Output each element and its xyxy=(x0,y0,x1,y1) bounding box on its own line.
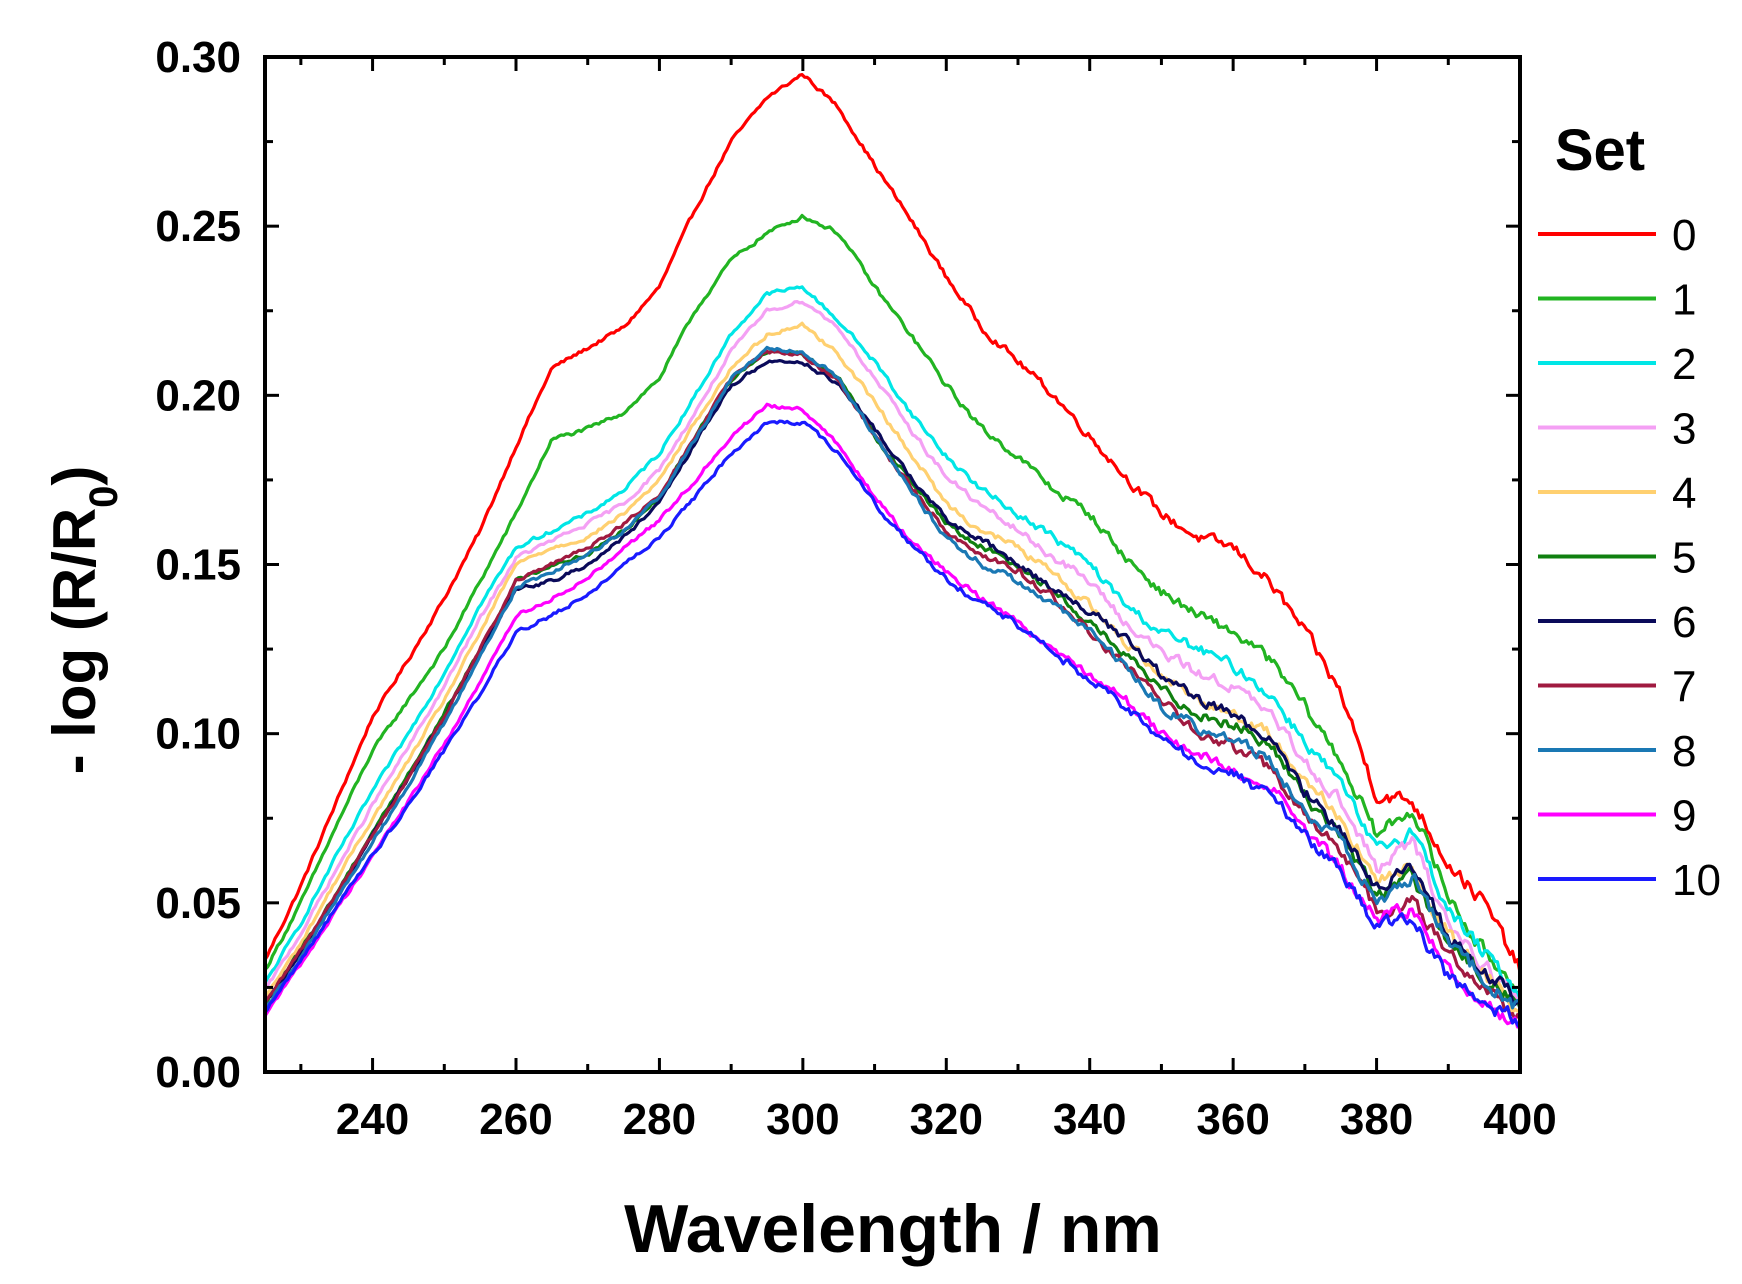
series-line-10 xyxy=(263,419,1522,1029)
x-tick-label: 320 xyxy=(910,1095,983,1144)
y-tick-label: 0.00 xyxy=(155,1048,241,1097)
series-line-3 xyxy=(263,300,1522,1003)
x-tick-label: 280 xyxy=(623,1095,696,1144)
legend-label-4: 4 xyxy=(1672,469,1696,518)
y-tick-label: 0.05 xyxy=(155,879,241,928)
plot-frame xyxy=(263,55,1522,1074)
axes-layer: 240 260 280 300 320 340 360 380 400 0.00 0.05 0.10 0… xyxy=(155,33,1556,1144)
y-tick-label: 0.25 xyxy=(155,202,241,251)
legend: Set 0 1 2 3 4 5 6 7 8 9 10 xyxy=(1538,118,1721,905)
legend-label-7: 7 xyxy=(1672,663,1696,712)
x-tick-label: 260 xyxy=(479,1095,552,1144)
series-line-1 xyxy=(263,213,1522,997)
y-tick-label: 0.10 xyxy=(155,710,241,759)
legend-label-8: 8 xyxy=(1672,727,1696,776)
legend-label-3: 3 xyxy=(1672,405,1696,454)
y-tick-label: 0.30 xyxy=(155,33,241,82)
series-line-5 xyxy=(263,348,1522,1009)
x-tick-label: 360 xyxy=(1196,1095,1269,1144)
legend-title: Set xyxy=(1555,118,1645,183)
x-tick-label: 400 xyxy=(1483,1095,1556,1144)
legend-label-0: 0 xyxy=(1672,211,1696,260)
legend-label-1: 1 xyxy=(1672,276,1696,325)
legend-label-6: 6 xyxy=(1672,598,1696,647)
series-line-0 xyxy=(263,72,1522,973)
x-axis-title: Wavelength / nm xyxy=(624,1191,1162,1267)
y-axis-title-close: ) xyxy=(41,466,108,486)
y-tick-label: 0.15 xyxy=(155,541,241,590)
x-tick-label: 380 xyxy=(1340,1095,1413,1144)
x-tick-label: 340 xyxy=(1053,1095,1126,1144)
y-axis-title-main: - log (R/R xyxy=(41,508,108,775)
legend-label-5: 5 xyxy=(1672,534,1696,583)
y-axis-title-subscript: 0 xyxy=(82,486,126,508)
y-tick-label: 0.20 xyxy=(155,371,241,420)
legend-label-10: 10 xyxy=(1672,856,1721,905)
legend-label-2: 2 xyxy=(1672,340,1696,389)
series-layer xyxy=(263,72,1522,1029)
series-line-2 xyxy=(263,285,1522,1002)
series-line-4 xyxy=(263,321,1521,1015)
series-line-9 xyxy=(263,402,1521,1029)
x-tick-label: 300 xyxy=(766,1095,839,1144)
x-tick-label: 240 xyxy=(336,1095,409,1144)
series-line-8 xyxy=(263,345,1521,1011)
legend-label-9: 9 xyxy=(1672,792,1696,841)
y-axis-title: - log (R/R0) xyxy=(41,466,126,775)
